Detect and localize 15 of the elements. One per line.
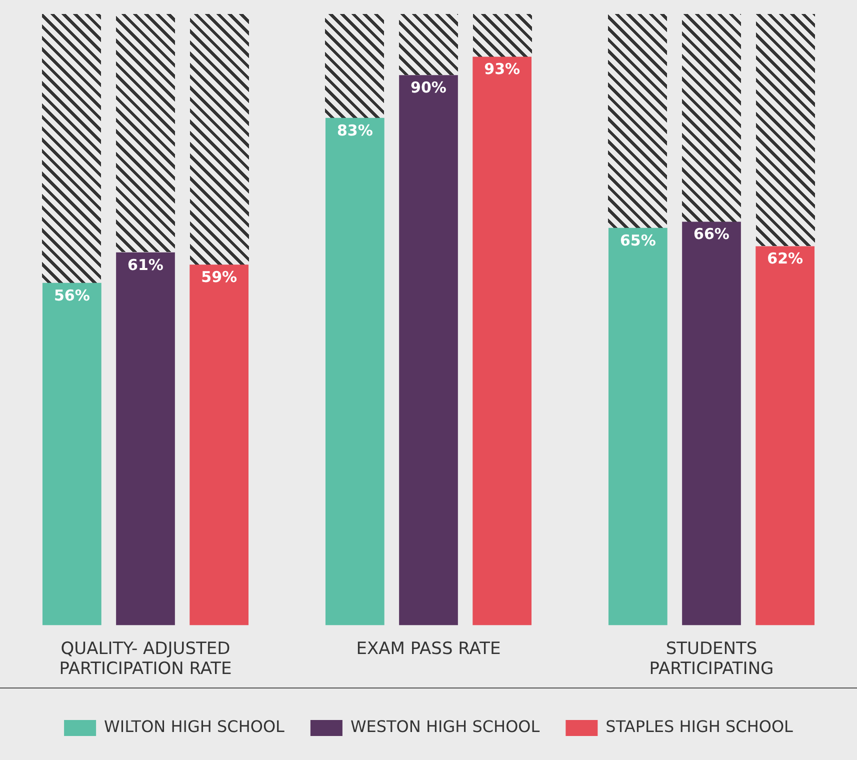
x-tick-label: STUDENTS PARTICIPATING (649, 638, 774, 680)
legend-label: WILTON HIGH SCHOOL (104, 717, 285, 736)
data-label: 83% (336, 121, 373, 140)
data-label: 61% (128, 256, 164, 274)
data-label: 59% (201, 268, 238, 286)
legend-label: WESTON HIGH SCHOOL (350, 717, 540, 736)
data-label: 62% (767, 250, 804, 268)
data-label: 90% (410, 78, 446, 97)
x-tick-label: QUALITY- ADJUSTED PARTICIPATION RATE (59, 638, 232, 680)
legend-label: STAPLES HIGH SCHOOL (606, 717, 794, 736)
data-label: 66% (694, 225, 730, 244)
data-label: 93% (484, 60, 520, 78)
x-tick-label: EXAM PASS RATE (356, 638, 501, 659)
data-label: 56% (54, 286, 90, 304)
data-label: 65% (620, 231, 656, 250)
